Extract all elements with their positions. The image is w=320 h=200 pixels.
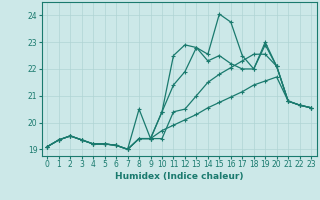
X-axis label: Humidex (Indice chaleur): Humidex (Indice chaleur) xyxy=(115,172,244,181)
